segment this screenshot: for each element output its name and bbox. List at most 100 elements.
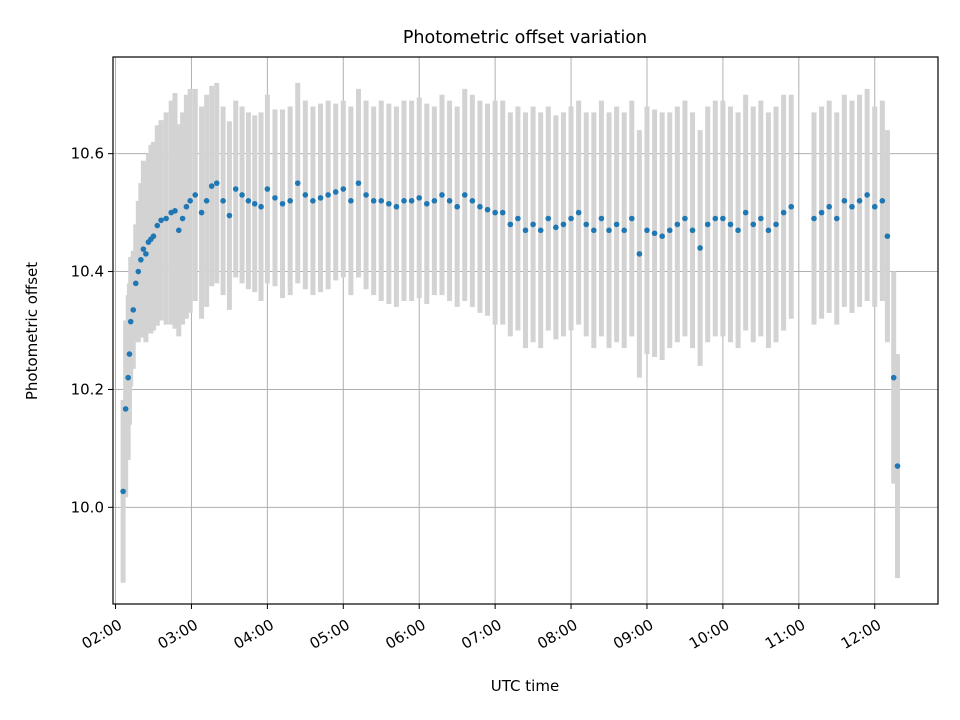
data-point bbox=[454, 203, 460, 210]
data-point bbox=[469, 198, 476, 204]
data-point bbox=[294, 180, 301, 186]
data-point bbox=[279, 200, 286, 207]
data-point bbox=[871, 203, 878, 210]
y-axis-label: Photometric offset bbox=[23, 262, 41, 400]
chart-title: Photometric offset variation bbox=[403, 28, 647, 48]
data-point bbox=[499, 209, 506, 216]
data-point bbox=[833, 215, 840, 222]
y-tick-label: 10.2 bbox=[71, 380, 104, 398]
data-point bbox=[598, 215, 605, 222]
data-point bbox=[378, 198, 385, 204]
data-point bbox=[780, 209, 787, 216]
data-point bbox=[750, 221, 757, 228]
data-point bbox=[507, 221, 514, 228]
data-point bbox=[727, 221, 734, 228]
data-point bbox=[158, 217, 164, 224]
data-point bbox=[232, 186, 239, 192]
data-point bbox=[138, 256, 144, 263]
data-point bbox=[408, 198, 415, 204]
data-point bbox=[348, 198, 354, 204]
data-point bbox=[187, 198, 193, 204]
data-point bbox=[484, 206, 491, 213]
data-point bbox=[742, 209, 749, 216]
y-tick-label: 10.6 bbox=[71, 145, 104, 163]
data-point bbox=[890, 374, 897, 381]
data-point bbox=[192, 192, 199, 198]
data-point bbox=[530, 221, 536, 228]
data-point bbox=[568, 215, 574, 222]
data-point bbox=[302, 192, 309, 198]
data-point bbox=[644, 227, 650, 234]
data-point bbox=[213, 180, 220, 186]
data-point bbox=[856, 198, 863, 204]
data-point bbox=[553, 224, 559, 231]
data-point bbox=[628, 215, 635, 222]
data-point bbox=[140, 246, 147, 252]
x-axis-label: UTC time bbox=[491, 677, 559, 695]
data-point bbox=[894, 463, 901, 469]
data-point bbox=[583, 221, 590, 228]
data-point bbox=[884, 233, 891, 239]
data-point bbox=[143, 251, 149, 257]
data-point bbox=[849, 203, 855, 210]
data-point bbox=[198, 209, 205, 216]
data-point bbox=[120, 488, 126, 495]
data-point bbox=[461, 192, 468, 198]
data-point bbox=[735, 227, 741, 234]
data-point bbox=[841, 198, 848, 204]
data-point bbox=[370, 198, 377, 204]
y-tick-label: 10.4 bbox=[71, 263, 104, 281]
data-point bbox=[659, 233, 665, 239]
data-point bbox=[179, 215, 186, 222]
data-point bbox=[203, 198, 210, 204]
data-point bbox=[239, 192, 245, 198]
data-point bbox=[325, 192, 331, 198]
data-point bbox=[363, 192, 369, 198]
data-point bbox=[560, 221, 567, 228]
data-point bbox=[575, 209, 582, 216]
data-point bbox=[591, 227, 597, 234]
data-point bbox=[163, 215, 169, 222]
data-point bbox=[606, 227, 612, 234]
data-point bbox=[636, 251, 643, 257]
data-point bbox=[416, 195, 423, 201]
data-point bbox=[125, 374, 131, 381]
data-point bbox=[310, 198, 316, 204]
data-point bbox=[682, 215, 688, 222]
data-point bbox=[401, 198, 407, 204]
data-point bbox=[674, 221, 681, 228]
data-point bbox=[613, 221, 620, 228]
data-point bbox=[492, 209, 498, 216]
data-point bbox=[220, 198, 226, 204]
data-point bbox=[773, 221, 779, 228]
data-point bbox=[175, 227, 182, 234]
data-point bbox=[758, 215, 764, 222]
data-point bbox=[226, 212, 233, 219]
data-point bbox=[122, 406, 129, 412]
data-point bbox=[130, 307, 137, 313]
data-point bbox=[537, 227, 544, 234]
data-point bbox=[765, 227, 772, 234]
data-point bbox=[439, 192, 445, 198]
data-point bbox=[621, 227, 627, 234]
data-point bbox=[317, 195, 324, 201]
data-point bbox=[689, 227, 696, 234]
data-point bbox=[183, 203, 190, 210]
data-point bbox=[826, 203, 832, 210]
data-point bbox=[135, 268, 142, 275]
data-point bbox=[208, 183, 215, 189]
data-point bbox=[132, 280, 139, 287]
data-point bbox=[545, 215, 552, 222]
y-axis-ticks: 10.0 10.2 10.4 10.6 bbox=[71, 145, 113, 516]
y-tick-label: 10.0 bbox=[71, 498, 104, 516]
data-point bbox=[651, 230, 658, 237]
data-point bbox=[424, 200, 430, 207]
data-point bbox=[150, 233, 157, 239]
data-point bbox=[245, 198, 252, 204]
data-point bbox=[172, 208, 178, 214]
data-point bbox=[864, 192, 870, 198]
data-point bbox=[431, 198, 438, 204]
data-point bbox=[879, 198, 886, 204]
data-point bbox=[697, 245, 703, 251]
